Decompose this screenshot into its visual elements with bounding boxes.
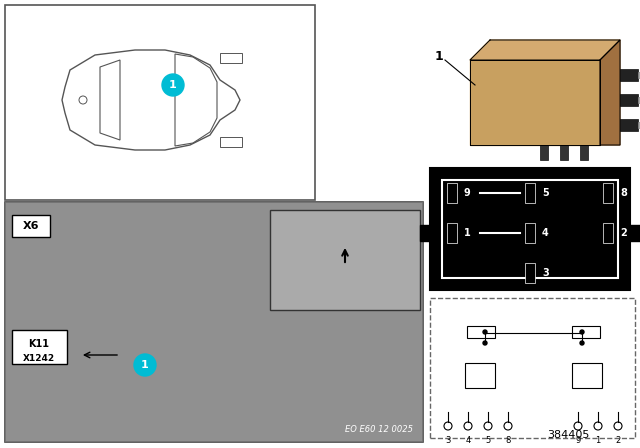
Bar	[603, 223, 613, 243]
Text: K11: K11	[29, 339, 49, 349]
Bar	[430, 298, 635, 438]
Bar	[467, 326, 495, 338]
Text: 4: 4	[542, 228, 548, 238]
Text: 3: 3	[542, 268, 548, 278]
Bar	[620, 119, 638, 131]
Bar	[540, 145, 548, 160]
Text: X6: X6	[23, 221, 39, 231]
Bar	[447, 183, 457, 203]
Circle shape	[483, 330, 487, 334]
Polygon shape	[470, 40, 620, 60]
Bar	[525, 183, 535, 203]
Bar	[12, 215, 50, 237]
Text: 1: 1	[169, 80, 177, 90]
Bar	[430, 168, 630, 290]
Text: 9: 9	[575, 436, 580, 445]
Bar	[620, 94, 638, 106]
Text: 5: 5	[485, 436, 491, 445]
Text: 1: 1	[435, 50, 444, 63]
Text: 1: 1	[141, 360, 149, 370]
PathPatch shape	[62, 50, 240, 150]
Circle shape	[580, 341, 584, 345]
Circle shape	[580, 330, 584, 334]
Polygon shape	[600, 40, 620, 145]
Circle shape	[162, 74, 184, 96]
Text: 9: 9	[464, 188, 471, 198]
Bar	[5, 5, 315, 200]
Text: EO E60 12 0025: EO E60 12 0025	[345, 425, 413, 434]
Text: 3: 3	[445, 436, 451, 445]
Text: 8: 8	[506, 436, 511, 445]
Bar	[630, 225, 640, 241]
Circle shape	[134, 354, 156, 376]
Bar	[5, 202, 423, 442]
Bar	[560, 145, 568, 160]
Bar	[638, 122, 640, 128]
Bar	[5, 202, 423, 442]
Bar	[572, 326, 600, 338]
Bar	[638, 72, 640, 78]
Bar	[620, 69, 638, 81]
Polygon shape	[470, 60, 600, 145]
Text: 1: 1	[464, 228, 471, 238]
Text: 384405: 384405	[548, 430, 590, 440]
Bar	[220, 137, 242, 147]
Text: 1: 1	[595, 436, 600, 445]
Text: 8: 8	[620, 188, 627, 198]
Bar	[580, 145, 588, 160]
Bar	[572, 363, 602, 388]
Bar	[465, 363, 495, 388]
Bar	[638, 97, 640, 103]
Text: 2: 2	[620, 228, 627, 238]
Text: 4: 4	[465, 436, 470, 445]
Bar	[525, 263, 535, 283]
Bar	[12, 330, 67, 364]
Bar	[442, 180, 618, 278]
Text: 5: 5	[542, 188, 548, 198]
Bar	[525, 223, 535, 243]
Bar	[447, 223, 457, 243]
Text: 2: 2	[616, 436, 621, 445]
Bar	[270, 210, 420, 310]
Bar	[603, 183, 613, 203]
Circle shape	[483, 341, 487, 345]
Bar	[420, 225, 430, 241]
Text: X1242: X1242	[23, 353, 55, 362]
Bar	[220, 53, 242, 63]
